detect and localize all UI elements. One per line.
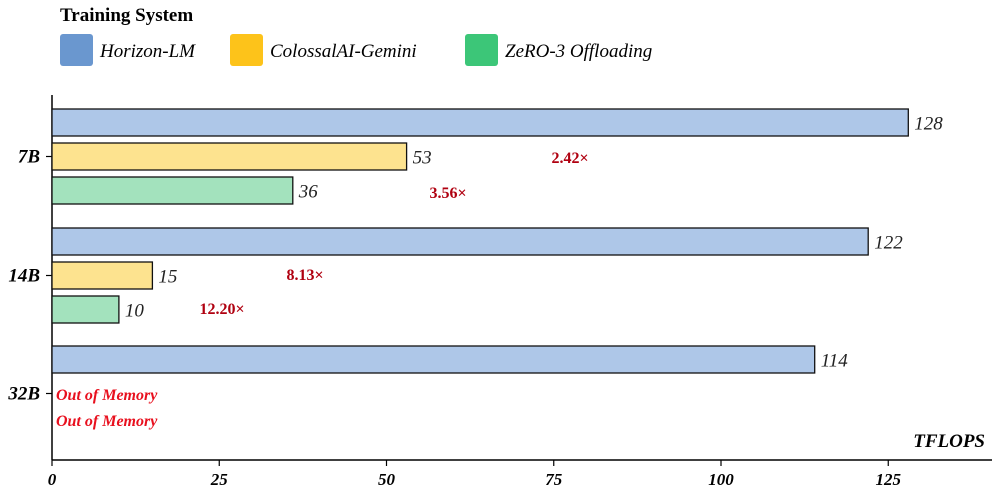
legend-title: Training System	[60, 5, 193, 26]
value-label-horizon-lm-7b: 128	[914, 114, 943, 135]
x-tick-label-25: 25	[210, 470, 229, 489]
legend-item-zero-3-offloading: ZeRO-3 Offloading	[465, 34, 652, 66]
legend-swatch-horizon-lm	[60, 34, 93, 66]
legend: Training System Horizon-LM ColossalAI-Ge…	[60, 5, 652, 66]
x-tick-label-0: 0	[48, 470, 57, 489]
bar-horizon-lm-14b	[51, 227, 869, 256]
value-label-horizon-lm-14b: 122	[874, 233, 903, 254]
legend-label-colossalai-gemini: ColossalAI-Gemini	[270, 41, 417, 62]
value-label-colossalai-gemini-14b: 15	[158, 267, 177, 288]
bar-horizon-lm-7b	[51, 108, 909, 137]
value-label-horizon-lm-32b: 114	[821, 351, 849, 372]
chart-marks: 7B 128 53 36 14B 122 15 10 32B 114 2.42× 3.56× 8.13×…	[7, 108, 943, 489]
speedup-label-colossalai-gemini-7b: 2.42×	[551, 150, 588, 167]
x-tick-label-125: 125	[876, 470, 902, 489]
category-label-14b: 14B	[8, 266, 40, 287]
value-label-zero-3-offloading-14b: 10	[125, 301, 144, 322]
legend-swatch-colossalai-gemini	[230, 34, 263, 66]
legend-label-zero-3-offloading: ZeRO-3 Offloading	[505, 41, 652, 62]
speedup-label-zero-3-offloading-7b: 3.56×	[429, 185, 466, 202]
bar-zero-3-offloading-7b	[51, 176, 294, 205]
bar-zero-3-offloading-14b	[51, 295, 120, 324]
oom-label-colossalai-gemini-32b: Out of Memory	[56, 387, 158, 404]
value-label-zero-3-offloading-7b: 36	[298, 182, 319, 203]
x-axis-title: TFLOPS	[913, 431, 985, 452]
category-label-7b: 7B	[18, 147, 40, 168]
bar-colossalai-gemini-7b	[51, 142, 408, 171]
bar-colossalai-gemini-14b	[51, 261, 154, 290]
category-label-32b: 32B	[7, 384, 40, 405]
legend-label-horizon-lm: Horizon-LM	[99, 41, 196, 62]
x-tick-label-100: 100	[708, 470, 734, 489]
oom-label-zero-3-offloading-32b: Out of Memory	[56, 413, 158, 430]
speedup-label-zero-3-offloading-14b: 12.20×	[199, 301, 244, 318]
legend-swatch-zero-3-offloading	[465, 34, 498, 66]
x-tick-label-75: 75	[545, 470, 563, 489]
legend-item-horizon-lm: Horizon-LM	[60, 34, 196, 66]
legend-item-colossalai-gemini: ColossalAI-Gemini	[230, 34, 417, 66]
speedup-label-colossalai-gemini-14b: 8.13×	[286, 267, 323, 284]
x-tick-label-50: 50	[378, 470, 396, 489]
bar-horizon-lm-32b	[51, 345, 816, 374]
value-label-colossalai-gemini-7b: 53	[413, 148, 432, 169]
